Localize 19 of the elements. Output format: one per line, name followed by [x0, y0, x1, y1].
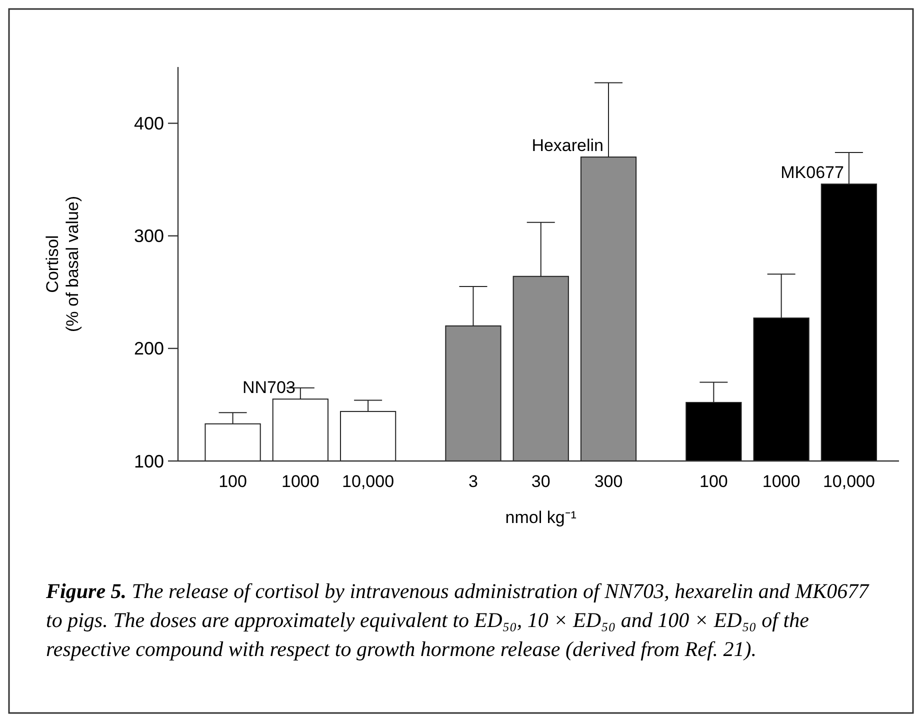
y-tick-label: 300 [134, 226, 164, 246]
x-tick-label: 10,000 [342, 472, 394, 491]
x-tick-label: 10,000 [822, 472, 875, 491]
series-label: Hexarelin [532, 136, 604, 156]
x-tick-label: 300 [594, 472, 623, 491]
y-axis-title: Cortisol (% of basal value) [42, 196, 82, 332]
y-tick-label: 400 [134, 114, 164, 134]
x-tick-label: 3 [468, 472, 478, 491]
series-label: NN703 [242, 378, 296, 398]
caption: Figure 5. The release of cortisol by intravenous administration of NN703, hexarelin and MK0677 to pigs. The doses are approximately equivalent to ED₅₀, 10 × ED₅₀ and 100 × ED₅₀ of the respective compound with respect to growth hormone release (derived from Ref. 21). [45, 579, 870, 661]
x-tick-label: 1000 [762, 472, 800, 491]
x-tick-label: 100 [218, 472, 247, 491]
x-axis-title: nmol kg⁻¹ [505, 508, 577, 527]
series-label: MK0677 [780, 163, 844, 182]
x-tick-label: 1000 [282, 472, 320, 491]
y-tick-label: 100 [134, 451, 164, 472]
x-tick-label: 100 [699, 472, 728, 491]
x-tick-label: 30 [531, 472, 550, 491]
y-tick-label: 200 [134, 338, 164, 359]
